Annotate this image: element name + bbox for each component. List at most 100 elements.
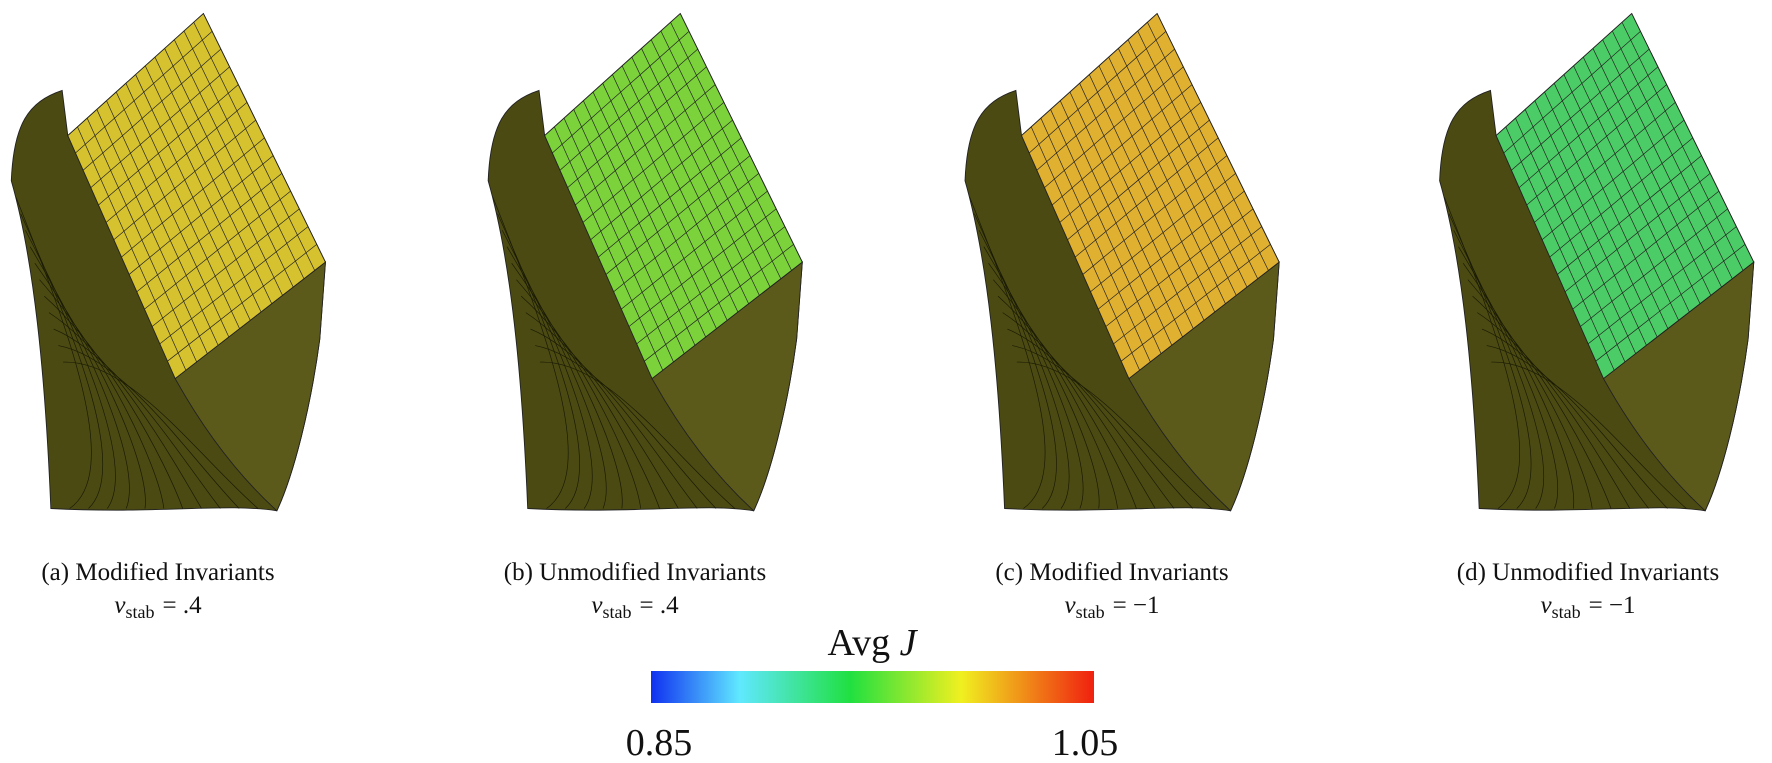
mesh-grid bbox=[1074, 137, 1219, 258]
mesh-side bbox=[1128, 261, 1280, 512]
mesh-line bbox=[539, 361, 736, 509]
mesh-line bbox=[44, 295, 184, 509]
mesh-grid bbox=[1120, 244, 1271, 362]
caption-label: (d) Unmodified Invariants bbox=[1457, 559, 1719, 586]
mesh-grid bbox=[1549, 137, 1693, 258]
mesh-side bbox=[1602, 261, 1755, 512]
mesh-grid bbox=[1557, 155, 1702, 275]
caption-formula: νstab = −1 bbox=[1540, 592, 1635, 622]
mesh-grid bbox=[605, 155, 751, 275]
mesh-line bbox=[516, 279, 642, 509]
caption-label: (a) Modified Invariants bbox=[41, 559, 274, 586]
colorbar-title-text: Avg bbox=[828, 622, 891, 664]
formula-subscript: stab bbox=[1076, 602, 1105, 622]
mesh-grid bbox=[1564, 173, 1711, 293]
mesh-face bbox=[67, 12, 327, 380]
mesh-face bbox=[1495, 12, 1755, 380]
formula-symbol: ν bbox=[114, 592, 126, 619]
mesh-grid bbox=[621, 190, 768, 310]
formula-symbol: ν bbox=[1064, 592, 1076, 619]
mesh bbox=[487, 12, 803, 512]
mesh-grid bbox=[636, 226, 786, 345]
mesh-grid bbox=[1147, 22, 1269, 271]
mesh bbox=[964, 12, 1280, 512]
colorbar-max: 1.05 bbox=[1052, 722, 1119, 763]
mesh-grid bbox=[641, 48, 760, 296]
mesh-grid bbox=[613, 173, 759, 293]
mesh-grid bbox=[1580, 208, 1728, 327]
mesh-grid bbox=[167, 244, 317, 362]
mesh-line bbox=[978, 230, 1070, 509]
mesh-grid bbox=[1595, 244, 1746, 362]
mesh-line bbox=[1472, 295, 1612, 509]
mesh-grid bbox=[1621, 22, 1744, 271]
mesh-grid bbox=[1113, 226, 1262, 345]
mesh-grid bbox=[164, 48, 283, 296]
mesh-grid bbox=[1127, 39, 1248, 288]
mesh-line bbox=[48, 312, 202, 509]
mesh-face bbox=[544, 12, 803, 380]
mesh-line bbox=[63, 361, 259, 509]
mesh-grid bbox=[621, 65, 739, 313]
mesh-line bbox=[525, 312, 679, 509]
mesh-grid bbox=[159, 226, 309, 345]
mesh-line bbox=[1491, 361, 1687, 509]
mesh-grid bbox=[154, 57, 273, 304]
mesh-line bbox=[997, 295, 1137, 509]
caption-label: (b) Unmodified Invariants bbox=[504, 559, 766, 586]
mesh-grid bbox=[1098, 65, 1216, 313]
mesh-line bbox=[1467, 279, 1593, 509]
mesh-grid bbox=[1573, 65, 1690, 313]
formula-subscript: stab bbox=[603, 602, 632, 622]
colorbar-min: 0.85 bbox=[626, 722, 693, 763]
caption-formula: νstab = .4 bbox=[591, 592, 679, 622]
mesh-grid bbox=[1090, 173, 1236, 293]
colorbar-title-symbol: J bbox=[900, 622, 919, 664]
mesh-line bbox=[520, 295, 660, 509]
mesh-grid bbox=[1097, 190, 1245, 310]
mesh-line bbox=[535, 345, 717, 509]
mesh-line bbox=[983, 246, 1084, 509]
mesh-grid bbox=[193, 22, 316, 271]
mesh-grid bbox=[628, 208, 777, 327]
mesh-line bbox=[1481, 328, 1649, 509]
mesh-line bbox=[988, 262, 1100, 509]
mesh-grid bbox=[650, 39, 771, 288]
mesh-grid bbox=[183, 30, 305, 279]
mesh-line bbox=[1458, 246, 1558, 509]
mesh-line bbox=[58, 345, 240, 509]
formula-symbol: ν bbox=[591, 592, 603, 619]
mesh-line bbox=[29, 246, 130, 509]
mesh-side bbox=[174, 261, 326, 512]
mesh-grid bbox=[174, 39, 294, 288]
mesh-line bbox=[1453, 230, 1544, 509]
mesh-grid bbox=[1082, 155, 1228, 275]
mesh-line bbox=[993, 279, 1118, 509]
caption-label: (c) Modified Invariants bbox=[995, 559, 1228, 586]
colorbar-title: Avg J bbox=[828, 622, 919, 664]
mesh-line bbox=[34, 262, 146, 509]
mesh-line bbox=[501, 230, 593, 509]
formula-value: = .4 bbox=[163, 592, 203, 619]
mesh-line bbox=[1477, 312, 1631, 509]
formula-value: = −1 bbox=[1589, 592, 1636, 619]
formula-subscript: stab bbox=[1552, 602, 1581, 622]
mesh-grid bbox=[660, 30, 782, 279]
mesh-line bbox=[1002, 312, 1156, 509]
mesh-panels bbox=[10, 12, 1755, 512]
mesh-line bbox=[506, 246, 607, 509]
mesh-grid bbox=[1587, 226, 1737, 345]
mesh-grid bbox=[631, 57, 749, 304]
formula-subscript: stab bbox=[126, 602, 155, 622]
mesh-line bbox=[1012, 345, 1194, 509]
mesh-line bbox=[1486, 345, 1668, 509]
mesh-grid bbox=[144, 65, 262, 313]
formula-value: = −1 bbox=[1113, 592, 1160, 619]
mesh-line bbox=[511, 262, 623, 509]
mesh-line bbox=[39, 279, 165, 509]
mesh-grid bbox=[1108, 57, 1226, 304]
mesh-grid bbox=[1137, 30, 1258, 279]
mesh-grid bbox=[128, 155, 274, 275]
mesh-grid bbox=[1582, 57, 1701, 304]
